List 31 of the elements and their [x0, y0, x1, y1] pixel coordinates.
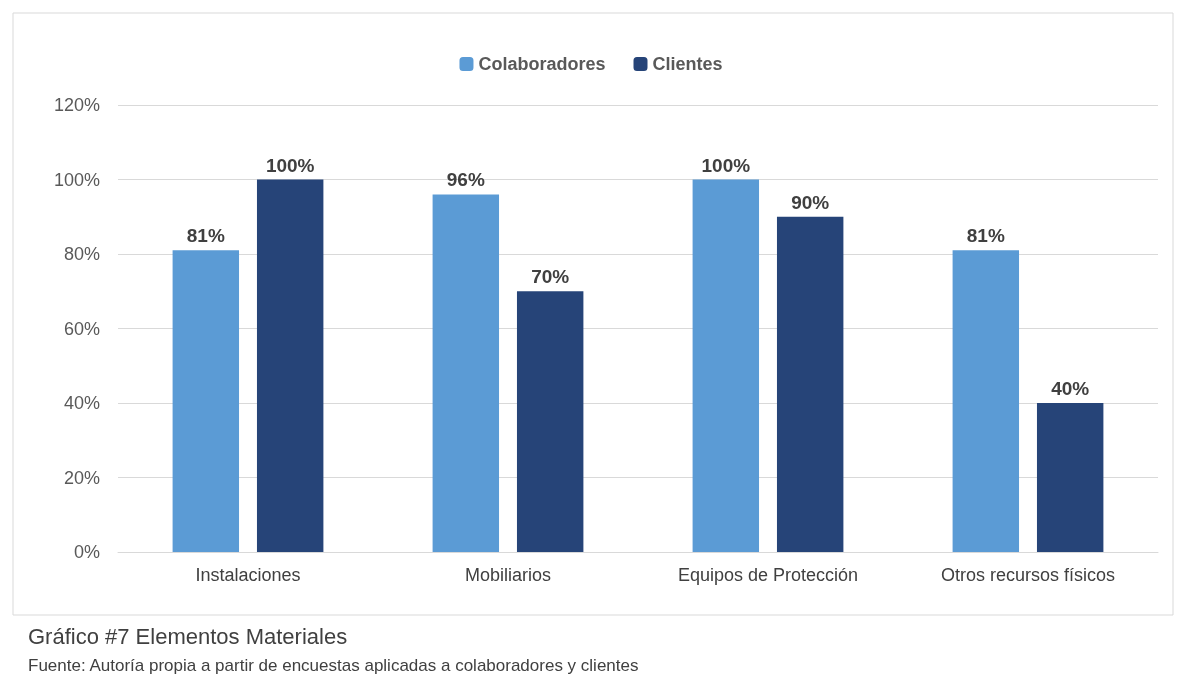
- y-tick-label: 80%: [63, 244, 100, 264]
- y-tick-label: 120%: [53, 95, 100, 115]
- data-label: 70%: [531, 266, 570, 288]
- x-tick-label: Otros recursos físicos: [940, 565, 1116, 585]
- legend-label: Clientes: [652, 54, 723, 74]
- x-tick-label: Equipos de Protección: [677, 565, 859, 585]
- data-label: 81%: [186, 225, 225, 247]
- bar: [516, 291, 584, 552]
- source-note: Fuente: Autoría propia a partir de encuestas aplicadas a colaboradores y clientes: [28, 656, 639, 675]
- data-label: 100%: [265, 154, 315, 176]
- bar: [776, 216, 844, 552]
- data-label: 90%: [791, 191, 830, 213]
- bar: [952, 250, 1020, 552]
- y-tick-label: 20%: [63, 467, 100, 488]
- bar: [432, 194, 500, 552]
- y-tick-label: 60%: [63, 318, 100, 339]
- x-tick-label: Instalaciones: [195, 565, 301, 585]
- data-label: 81%: [966, 225, 1005, 247]
- y-tick-label: 40%: [63, 393, 100, 413]
- bar: [256, 179, 324, 552]
- legend-label: Colaboradores: [478, 54, 606, 74]
- bar: [172, 250, 240, 552]
- data-label: 40%: [1051, 378, 1090, 399]
- data-label: 100%: [701, 154, 751, 176]
- bar: [692, 179, 760, 552]
- y-tick-label: 0%: [73, 542, 100, 562]
- text: Gráfico #7 Elementos Materiales: [28, 623, 348, 649]
- bar: [1036, 403, 1104, 552]
- y-tick-label: 100%: [53, 169, 100, 190]
- data-label: 96%: [446, 169, 485, 191]
- x-tick-label: Mobiliarios: [464, 565, 552, 585]
